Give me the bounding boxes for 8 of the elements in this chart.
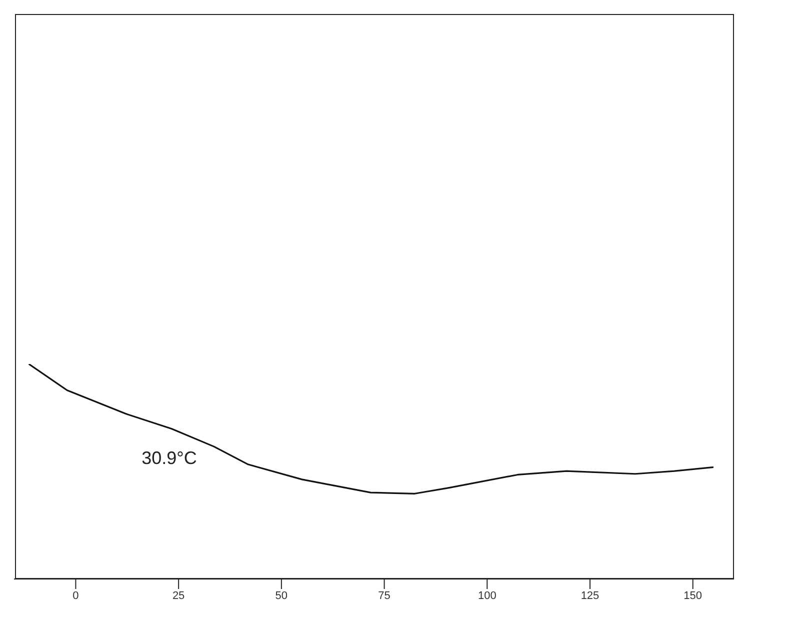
x-tick-label: 100	[478, 590, 496, 602]
x-tick-label: 25	[172, 590, 185, 602]
x-tick-label: 0	[72, 590, 79, 602]
annotation: 30.9°C	[142, 448, 197, 468]
x-tick-label: 150	[684, 590, 702, 602]
x-tick-label: 50	[275, 590, 288, 602]
x-tick-label: 75	[378, 590, 390, 602]
x-tick-label: 125	[580, 590, 600, 602]
